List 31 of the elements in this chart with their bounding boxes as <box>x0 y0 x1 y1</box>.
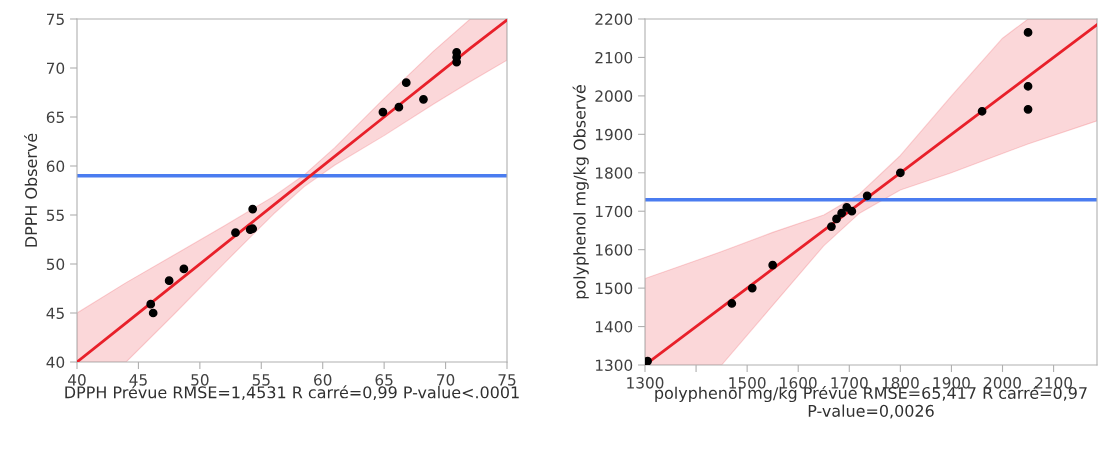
x-tick-label: 75 <box>498 374 516 386</box>
y-tick-label: 2100 <box>595 51 633 64</box>
y-tick-label: 70 <box>47 62 65 75</box>
y-tick-label: 1400 <box>595 321 633 333</box>
x-tick-label: 70 <box>437 374 455 386</box>
x-tick-label: 40 <box>68 374 86 386</box>
x-axis-title: DPPH Prévue RMSE=1,4531 R carré=0,99 P-value<.0001 <box>65 385 519 400</box>
x-tick-label: 65 <box>375 374 393 386</box>
y-tick-label: 2200 <box>595 13 633 26</box>
x-tick-label: 1900 <box>933 377 970 389</box>
y-tick-label: 1900 <box>595 128 633 141</box>
y-tick-label: 65 <box>46 111 64 124</box>
y-tick-label: 50 <box>46 258 65 271</box>
y-tick-label: 1800 <box>595 167 633 179</box>
y-axis-title: polyphenol mg/kg Observé <box>572 85 589 299</box>
x-tick-label: 45 <box>129 374 147 386</box>
y-tick-label: 1700 <box>595 205 633 218</box>
y-tick-label: 45 <box>46 307 64 320</box>
x-tick-label: 1800 <box>882 377 919 389</box>
y-tick-label: 1600 <box>595 244 633 256</box>
y-tick-label: 1300 <box>595 359 633 372</box>
y-tick-label: 60 <box>46 160 65 173</box>
y-tick-label: 40 <box>46 356 65 369</box>
x-tick-label: 50 <box>191 374 209 386</box>
y-tick-label: 75 <box>47 13 64 26</box>
x-tick-label: 55 <box>252 374 270 386</box>
y-tick-label: 2000 <box>595 90 633 102</box>
y-tick-label: 55 <box>46 209 64 222</box>
x-tick-label: 60 <box>314 374 332 386</box>
y-axis-title: DPPH Observé <box>24 133 38 247</box>
y-tick-label: 1500 <box>595 282 633 295</box>
